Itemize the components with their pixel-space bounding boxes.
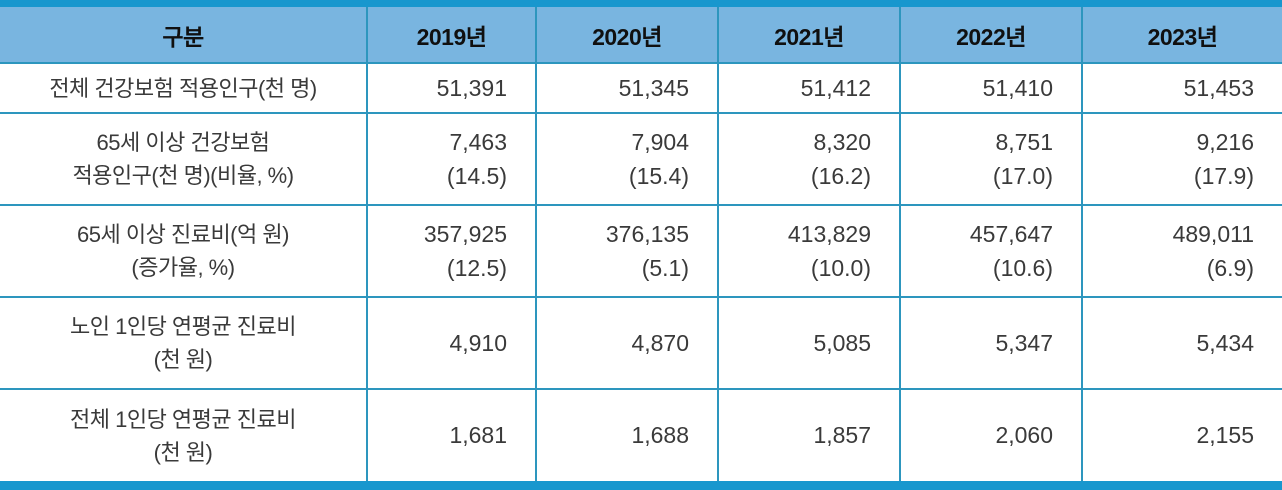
value-line: 457,647 xyxy=(969,220,1053,247)
value-cell: 8,320 (16.2) xyxy=(717,112,901,206)
value-line: 5,434 xyxy=(1196,329,1254,356)
row-label-line: (증가율, %) xyxy=(131,255,235,280)
value-cell: 51,453 xyxy=(1081,62,1282,114)
value-line: 1,688 xyxy=(631,422,689,449)
row-label-cell: 전체 1인당 연평균 진료비 (천 원) xyxy=(0,388,368,481)
row-label-cell: 노인 1인당 연평균 진료비 (천 원) xyxy=(0,296,368,390)
health-insurance-stats-table: 구분 2019년 2020년 2021년 2022년 2023년 전체 건강보험 적용인구… xyxy=(0,7,1282,481)
row-label-line: (천 원) xyxy=(153,439,213,465)
row-label-line: 적용인구(천 명)(비율, %) xyxy=(72,163,294,188)
value-cell: 51,412 xyxy=(717,62,901,114)
header-cell-year: 2020년 xyxy=(535,7,719,64)
value-cell: 51,410 xyxy=(899,62,1083,114)
value-cell: 2,155 xyxy=(1081,388,1282,481)
value-cell: 376,135 (5.1) xyxy=(535,204,719,298)
value-line: 7,904 xyxy=(631,128,689,155)
value-line: 51,410 xyxy=(982,74,1053,101)
value-cell: 51,345 xyxy=(535,62,719,114)
value-line: 2,155 xyxy=(1196,422,1254,449)
value-line: 9,216 xyxy=(1196,128,1254,155)
value-line: 1,681 xyxy=(449,422,507,449)
row-label-line: 전체 1인당 연평균 진료비 xyxy=(70,406,296,432)
row-label-cell: 65세 이상 진료비(억 원) (증가율, %) xyxy=(0,204,368,298)
table-row: 노인 1인당 연평균 진료비 (천 원) 4,910 4,870 5,085 5,347 5… xyxy=(0,296,1282,390)
table-row: 전체 건강보험 적용인구(천 명) 51,391 51,345 51,412 51,41… xyxy=(0,62,1282,114)
table-head: 구분 2019년 2020년 2021년 2022년 2023년 xyxy=(0,7,1282,64)
header-cell-year: 2019년 xyxy=(366,7,537,64)
value-line: 413,829 xyxy=(787,220,871,247)
value-cell: 5,434 xyxy=(1081,296,1282,390)
value-line: 51,345 xyxy=(618,74,689,101)
value-cell: 8,751 (17.0) xyxy=(899,112,1083,206)
value-line: 51,453 xyxy=(1183,74,1254,101)
row-label-line: 65세 이상 진료비(억 원) xyxy=(77,222,289,247)
value-cell: 1,857 xyxy=(717,388,901,481)
value-line: (17.0) xyxy=(992,163,1053,189)
value-line: 51,412 xyxy=(800,74,871,101)
value-line: 4,910 xyxy=(449,329,507,356)
value-cell: 51,391 xyxy=(366,62,537,114)
value-cell: 4,870 xyxy=(535,296,719,390)
value-line: (14.5) xyxy=(446,163,507,189)
value-line: 357,925 xyxy=(423,220,507,247)
value-line: (6.9) xyxy=(1206,255,1254,281)
row-label-line: (천 원) xyxy=(153,347,213,372)
value-line: (10.6) xyxy=(992,255,1053,281)
value-line: (10.0) xyxy=(810,255,871,281)
value-line: 8,320 xyxy=(813,128,871,155)
value-cell: 1,688 xyxy=(535,388,719,481)
value-line: 376,135 xyxy=(605,220,689,247)
value-line: 7,463 xyxy=(449,128,507,155)
value-cell: 1,681 xyxy=(366,388,537,481)
header-cell-category: 구분 xyxy=(0,7,368,64)
table-row: 65세 이상 진료비(억 원) (증가율, %) 357,925 (12.5) 376,… xyxy=(0,204,1282,298)
row-label-line: 노인 1인당 연평균 진료비 xyxy=(70,314,296,339)
row-label-line: 전체 건강보험 적용인구(천 명) xyxy=(49,75,317,101)
table-row: 65세 이상 건강보험 적용인구(천 명)(비율, %) 7,463 (14.5) 7,… xyxy=(0,112,1282,206)
header-cell-year: 2021년 xyxy=(717,7,901,64)
value-line: 4,870 xyxy=(631,329,689,356)
value-line: 5,085 xyxy=(813,329,871,356)
value-cell: 7,904 (15.4) xyxy=(535,112,719,206)
header-cell-year: 2022년 xyxy=(899,7,1083,64)
value-line: (12.5) xyxy=(446,255,507,281)
value-cell: 9,216 (17.9) xyxy=(1081,112,1282,206)
value-line: 1,857 xyxy=(813,422,871,449)
value-cell: 2,060 xyxy=(899,388,1083,481)
value-line: 51,391 xyxy=(436,74,507,101)
value-cell: 357,925 (12.5) xyxy=(366,204,537,298)
value-line: (15.4) xyxy=(628,163,689,189)
table-row: 전체 1인당 연평균 진료비 (천 원) 1,681 1,688 1,857 2,060 2… xyxy=(0,388,1282,481)
value-line: 2,060 xyxy=(995,422,1053,449)
value-cell: 413,829 (10.0) xyxy=(717,204,901,298)
value-cell: 4,910 xyxy=(366,296,537,390)
value-line: (16.2) xyxy=(810,163,871,189)
value-cell: 489,011 (6.9) xyxy=(1081,204,1282,298)
value-line: (5.1) xyxy=(641,255,689,281)
value-line: 489,011 xyxy=(1172,220,1254,247)
header-cell-year: 2023년 xyxy=(1081,7,1282,64)
value-line: 5,347 xyxy=(995,329,1053,356)
value-line: (17.9) xyxy=(1193,163,1254,189)
value-cell: 5,347 xyxy=(899,296,1083,390)
value-cell: 5,085 xyxy=(717,296,901,390)
value-cell: 7,463 (14.5) xyxy=(366,112,537,206)
row-label-line: 65세 이상 건강보험 xyxy=(96,130,270,155)
table-body: 전체 건강보험 적용인구(천 명) 51,391 51,345 51,412 51,41… xyxy=(0,62,1282,481)
header-row: 구분 2019년 2020년 2021년 2022년 2023년 xyxy=(0,7,1282,64)
value-cell: 457,647 (10.6) xyxy=(899,204,1083,298)
value-line: 8,751 xyxy=(995,128,1053,155)
row-label-cell: 전체 건강보험 적용인구(천 명) xyxy=(0,62,368,114)
